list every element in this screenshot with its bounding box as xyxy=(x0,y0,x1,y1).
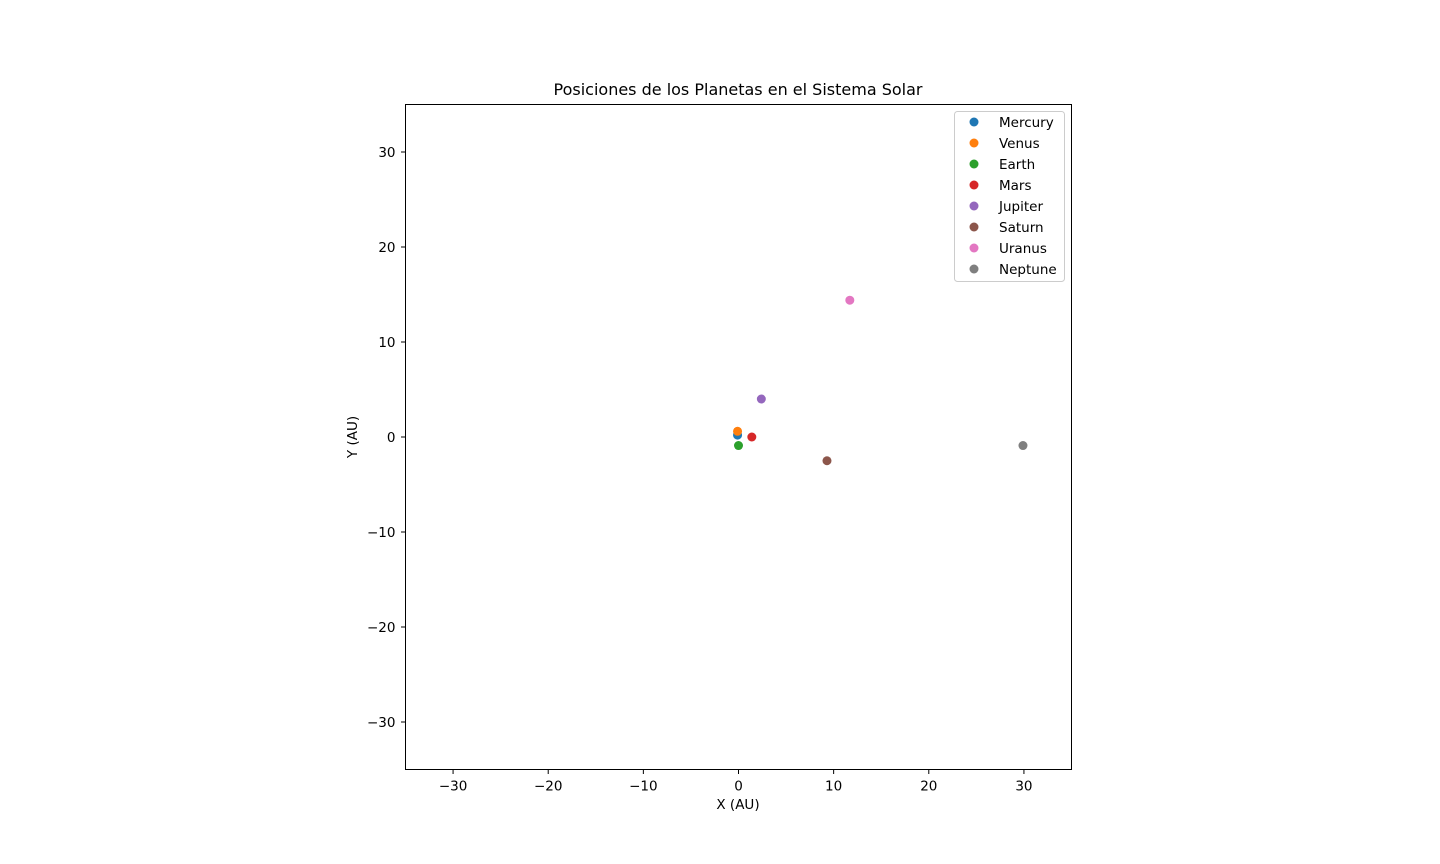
y-tick-label: 10 xyxy=(378,335,395,351)
legend-marker-uranus xyxy=(969,243,979,253)
point-neptune xyxy=(1018,441,1028,451)
legend-label-earth: Earth xyxy=(999,157,1035,173)
legend-box xyxy=(954,111,1065,282)
legend-label-neptune: Neptune xyxy=(999,262,1057,278)
point-venus xyxy=(733,426,743,436)
y-tick-label: −20 xyxy=(367,620,396,636)
legend: Mercury Venus Earth Mars Jupiter Saturn Uranus… xyxy=(954,111,1065,282)
x-tick-label: 0 xyxy=(734,779,743,795)
legend-items: Mercury Venus Earth Mars Jupiter Saturn Uranus… xyxy=(969,115,1057,278)
legend-marker-mars xyxy=(969,180,979,190)
x-tick-label: −20 xyxy=(534,779,563,795)
legend-marker-venus xyxy=(969,138,979,148)
legend-label-mercury: Mercury xyxy=(999,115,1054,131)
x-tick-label: 20 xyxy=(920,779,937,795)
point-earth xyxy=(734,441,743,451)
x-tick-label: −10 xyxy=(629,779,658,795)
x-tick-label: 10 xyxy=(825,779,842,795)
y-tick-label: −30 xyxy=(367,715,396,731)
legend-label-uranus: Uranus xyxy=(999,241,1047,257)
y-tick-label: −10 xyxy=(367,525,396,541)
x-axis-label: X (AU) xyxy=(716,797,759,813)
legend-label-jupiter: Jupiter xyxy=(998,199,1043,215)
y-tick-label: 30 xyxy=(378,145,395,161)
point-mars xyxy=(747,432,757,442)
legend-marker-mercury xyxy=(969,117,979,127)
legend-marker-neptune xyxy=(969,264,979,274)
x-axis-ticks: −30 −20 −10 0 10 20 30 xyxy=(439,769,1033,795)
legend-label-saturn: Saturn xyxy=(999,220,1044,236)
legend-label-venus: Venus xyxy=(999,136,1040,152)
legend-label-mars: Mars xyxy=(999,178,1032,194)
y-tick-label: 20 xyxy=(378,240,395,256)
x-tick-label: −30 xyxy=(439,779,468,795)
legend-marker-saturn xyxy=(969,222,979,232)
data-points xyxy=(733,295,1028,466)
legend-marker-jupiter xyxy=(969,201,979,211)
point-saturn xyxy=(822,456,832,466)
point-jupiter xyxy=(756,394,766,404)
y-tick-label: 0 xyxy=(387,430,396,446)
y-axis-label: Y (AU) xyxy=(345,416,361,459)
x-tick-label: 30 xyxy=(1015,779,1032,795)
legend-marker-earth xyxy=(969,159,979,169)
point-uranus xyxy=(845,295,855,305)
y-axis-ticks: −30 −20 −10 0 10 20 30 xyxy=(367,145,406,731)
chart-title: Posiciones de los Planetas en el Sistema… xyxy=(554,80,923,99)
